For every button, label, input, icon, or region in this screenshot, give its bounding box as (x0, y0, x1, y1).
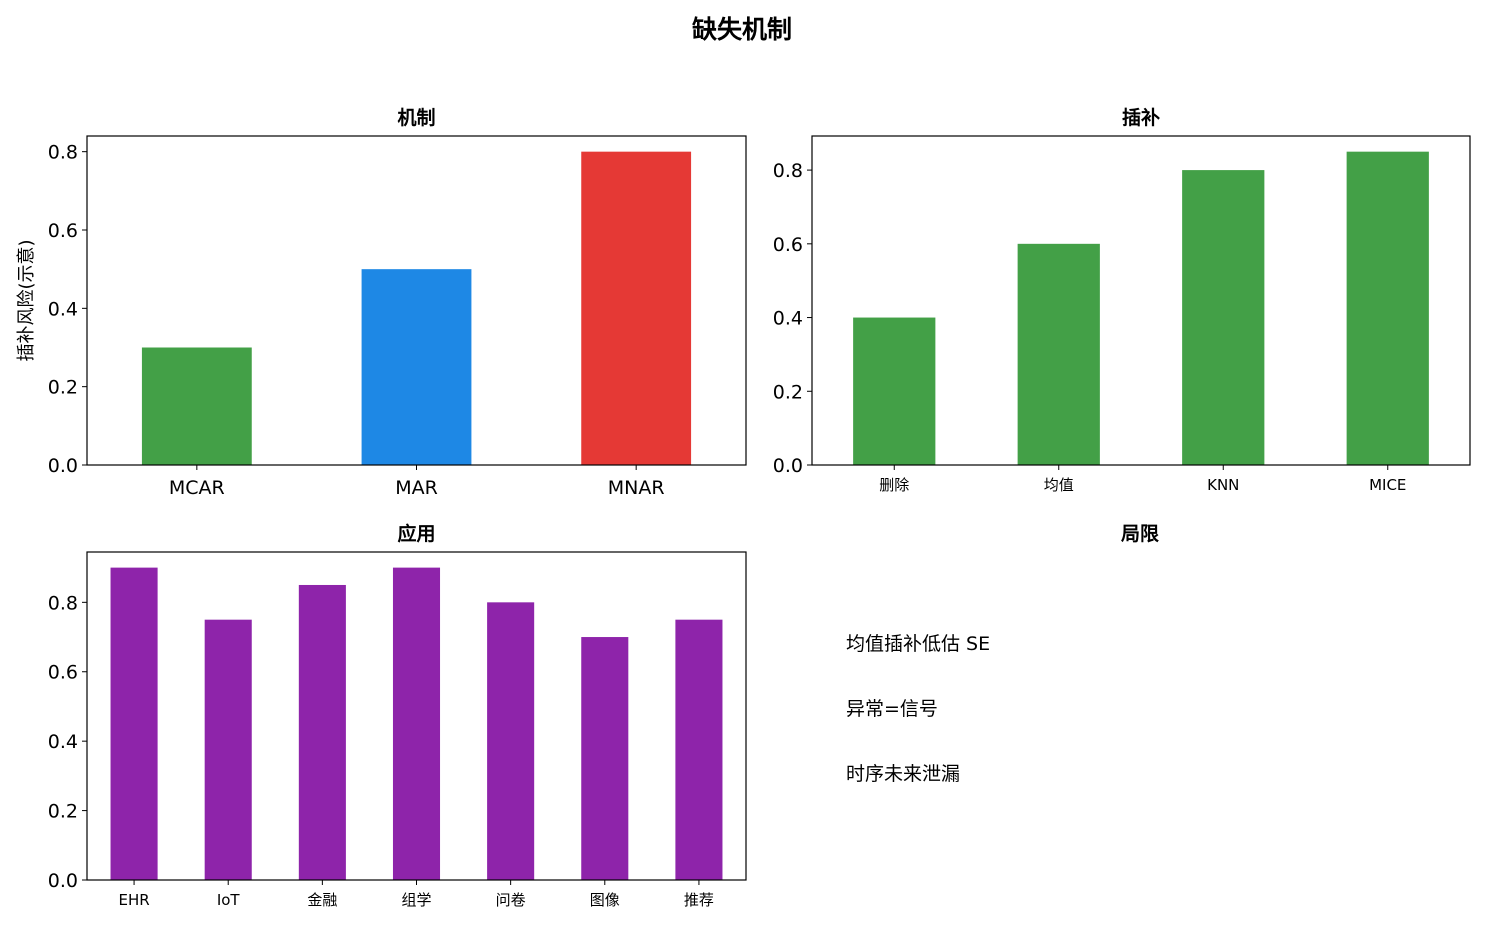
chart-mechanism: 机制 MCAR MAR MNAR 0.0 0.2 0.4 0.6 0.8 插补风险(示意) (16, 106, 747, 499)
x-tick-label: IoT (217, 891, 241, 909)
y-tick-label: 0.6 (48, 220, 78, 242)
bar (581, 637, 629, 880)
bar (853, 317, 936, 465)
y-tick-label: 0.2 (48, 801, 78, 823)
y-tick-label: 0.2 (48, 377, 78, 399)
x-tick-label: MICE (1369, 476, 1406, 494)
bar (1017, 243, 1100, 465)
y-tick-label: 0.0 (48, 870, 78, 892)
chart-title: 应用 (397, 522, 435, 545)
bar (1182, 170, 1265, 466)
x-tick-label: EHR (118, 891, 149, 909)
x-tick-label: MAR (395, 477, 438, 499)
x-tick-label: 推荐 (684, 891, 714, 909)
notes-panel-title: 局限 (1121, 523, 1159, 545)
bar (581, 151, 692, 465)
chart-applications: 应用 EHR IoT 金融 组学 问卷 图像 推荐 0.0 0.2 0.4 0.6 0.8 (48, 522, 747, 909)
x-tick-label: MNAR (608, 477, 665, 499)
axes-frame (86, 551, 747, 881)
bar (392, 567, 441, 880)
y-tick-label: 0.4 (48, 731, 78, 753)
y-tick-label: 0.8 (48, 142, 78, 164)
bar (110, 567, 158, 880)
x-tick-label: 金融 (307, 891, 337, 909)
x-tick-label: MCAR (169, 477, 225, 499)
y-tick-label: 0.4 (773, 308, 803, 330)
note-line: 时序未来泄漏 (846, 763, 960, 785)
y-tick-label: 0.0 (48, 455, 78, 477)
y-axis-label: 插补风险(示意) (16, 239, 37, 361)
y-tick-label: 0.2 (773, 381, 803, 403)
x-tick-label: 均值 (1044, 476, 1074, 494)
y-tick-label: 0.0 (773, 455, 803, 477)
bar (361, 269, 472, 465)
bar (298, 584, 346, 880)
figure-title: 缺失机制 (692, 15, 792, 44)
y-tick-label: 0.6 (48, 662, 78, 684)
note-line: 异常=信号 (846, 698, 938, 720)
x-tick-label: KNN (1207, 476, 1239, 494)
y-tick-label: 0.6 (773, 234, 803, 256)
y-tick-label: 0.4 (48, 298, 78, 320)
x-tick-label: 问卷 (496, 891, 526, 909)
axes-frame (86, 135, 747, 466)
x-tick-label: 图像 (590, 891, 620, 909)
bar (675, 619, 723, 880)
notes-panel: 局限 均值插补低估 SE 异常=信号 时序未来泄漏 (846, 523, 1159, 785)
bar (141, 347, 252, 465)
note-line: 均值插补低估 SE (846, 633, 990, 655)
bar (1346, 151, 1429, 465)
bar (487, 602, 535, 880)
chart-title: 插补 (1122, 106, 1160, 129)
x-tick-label: 组学 (401, 891, 431, 909)
x-tick-label: 删除 (879, 476, 909, 494)
y-tick-label: 0.8 (773, 160, 803, 182)
y-tick-label: 0.8 (48, 592, 78, 614)
axes-frame (811, 135, 1471, 466)
chart-title: 机制 (397, 106, 435, 129)
bar (204, 619, 252, 880)
